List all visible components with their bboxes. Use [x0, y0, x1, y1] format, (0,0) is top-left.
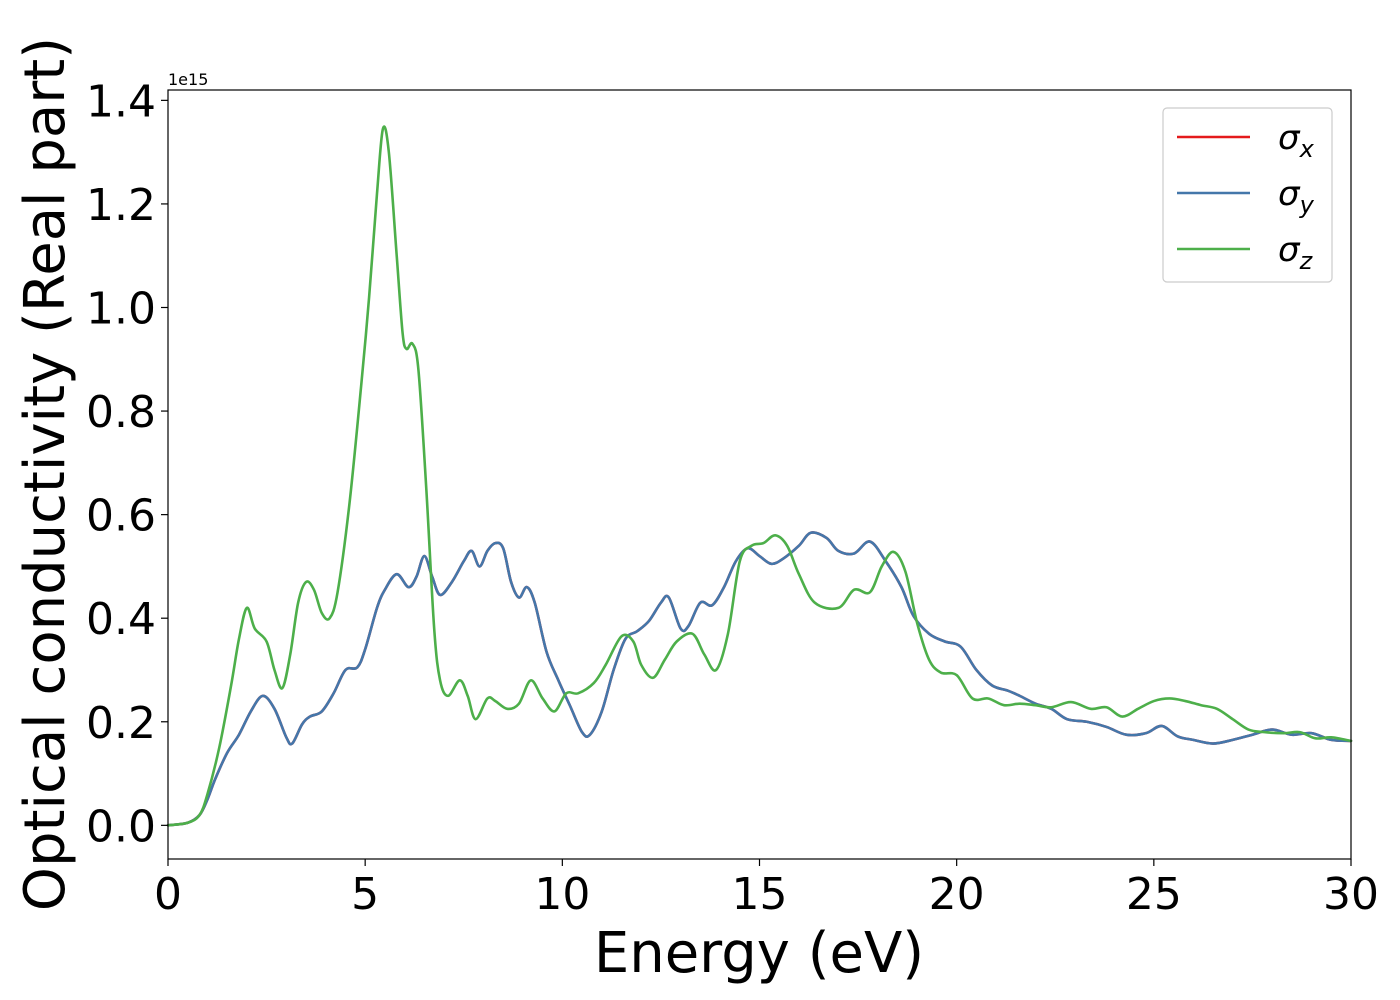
- y-tick-label: 1.2: [86, 180, 156, 231]
- series-line-y: [166, 531, 1353, 827]
- x-tick-label: 30: [1323, 869, 1379, 920]
- y-tick-label: 0.8: [86, 387, 156, 438]
- y-tick-label: 0.2: [86, 698, 156, 749]
- x-axis-label: Energy (eV): [594, 921, 924, 986]
- y-tick-label: 1.4: [86, 76, 156, 127]
- x-tick-label: 15: [732, 869, 788, 920]
- x-tick-label: 5: [351, 869, 379, 920]
- y-axis-ticks: 0.0 0.2 0.4 0.6 0.8 1.0 1.2 1.4: [86, 76, 168, 852]
- x-tick-label: 25: [1126, 869, 1182, 920]
- y-tick-label: 0.6: [86, 491, 156, 542]
- legend-label-y: σy: [1278, 174, 1315, 219]
- y-tick-label: 0.0: [86, 801, 156, 852]
- x-tick-label: 10: [534, 869, 590, 920]
- x-tick-label: 20: [929, 869, 985, 920]
- x-axis-ticks: 0 5 10 15 20 25 30: [154, 859, 1379, 920]
- series-lines: [166, 125, 1353, 827]
- x-tick-label: 0: [154, 869, 182, 920]
- y-axis-label: Optical conductivity (Real part): [13, 37, 78, 911]
- y-tick-label: 0.4: [86, 594, 156, 645]
- legend-subscript: x: [1299, 135, 1315, 163]
- legend-subscript: y: [1299, 191, 1315, 219]
- legend-frame: [1162, 107, 1333, 283]
- y-offset-label: 1e15: [168, 70, 208, 89]
- legend-subscript: z: [1299, 247, 1314, 275]
- y-tick-label: 1.0: [86, 283, 156, 334]
- plot-area-background: [168, 90, 1351, 859]
- series-line-z: [166, 125, 1353, 827]
